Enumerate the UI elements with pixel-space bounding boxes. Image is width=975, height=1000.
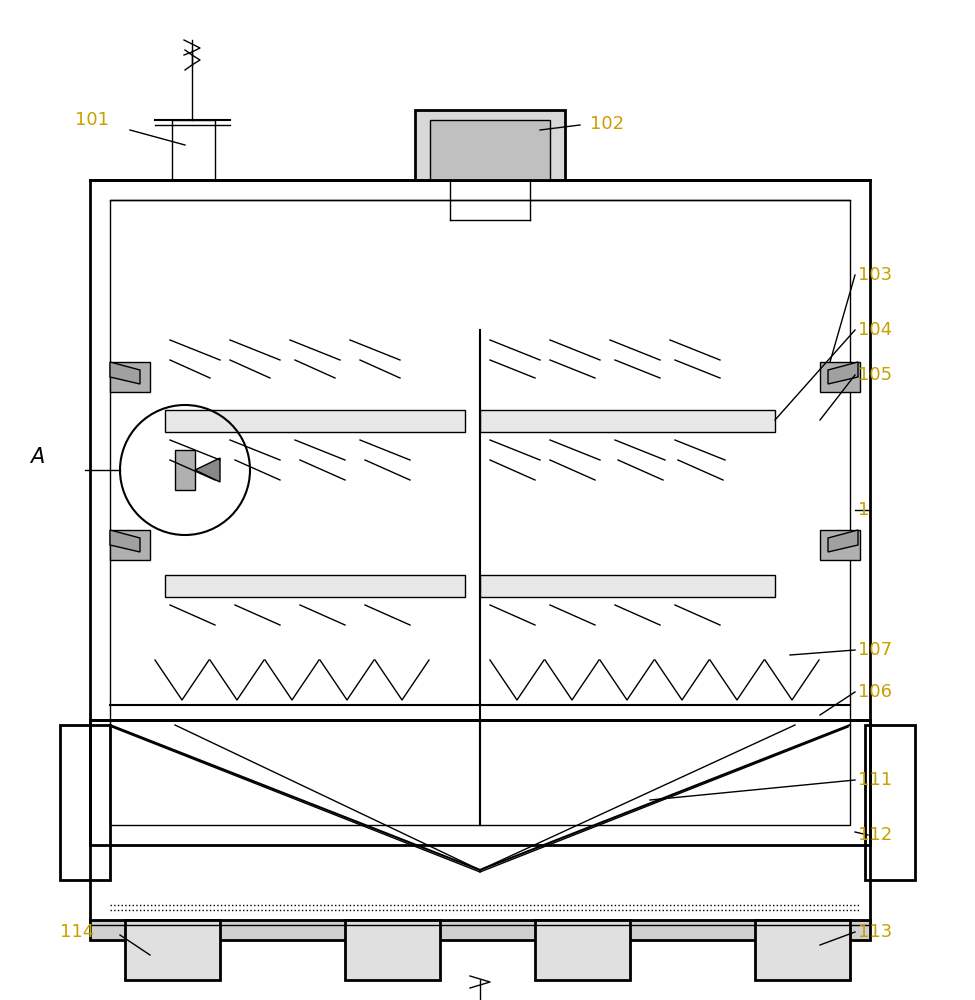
Polygon shape [195,458,220,482]
Bar [165,575,465,597]
Bar [90,720,870,925]
Text: 104: 104 [858,321,892,339]
Text: A: A [30,447,44,467]
Text: 101: 101 [75,111,109,129]
Text: 102: 102 [590,115,624,133]
Bar [90,920,870,940]
Polygon shape [828,362,858,384]
Text: 112: 112 [858,826,892,844]
Bar [172,120,215,180]
Polygon shape [110,362,140,384]
Text: 114: 114 [60,923,95,941]
Text: 111: 111 [858,771,892,789]
Bar [535,920,630,980]
Text: 106: 106 [858,683,892,701]
Bar [110,530,150,560]
Bar [90,180,870,845]
Bar [165,410,465,432]
Bar [820,530,860,560]
Text: 1: 1 [858,501,870,519]
Bar [480,575,775,597]
Polygon shape [110,530,140,552]
Bar [110,200,850,825]
Text: 103: 103 [858,266,892,284]
Bar [755,920,850,980]
Bar [60,725,110,880]
Text: 105: 105 [858,366,892,384]
Bar [480,410,775,432]
Text: 107: 107 [858,641,892,659]
Bar [430,120,550,180]
Polygon shape [828,530,858,552]
Bar [125,920,220,980]
Bar [820,362,860,392]
Bar [865,725,915,880]
Bar [345,920,440,980]
Text: 113: 113 [858,923,892,941]
Bar [110,362,150,392]
Bar [415,110,565,180]
Bar [175,450,195,490]
